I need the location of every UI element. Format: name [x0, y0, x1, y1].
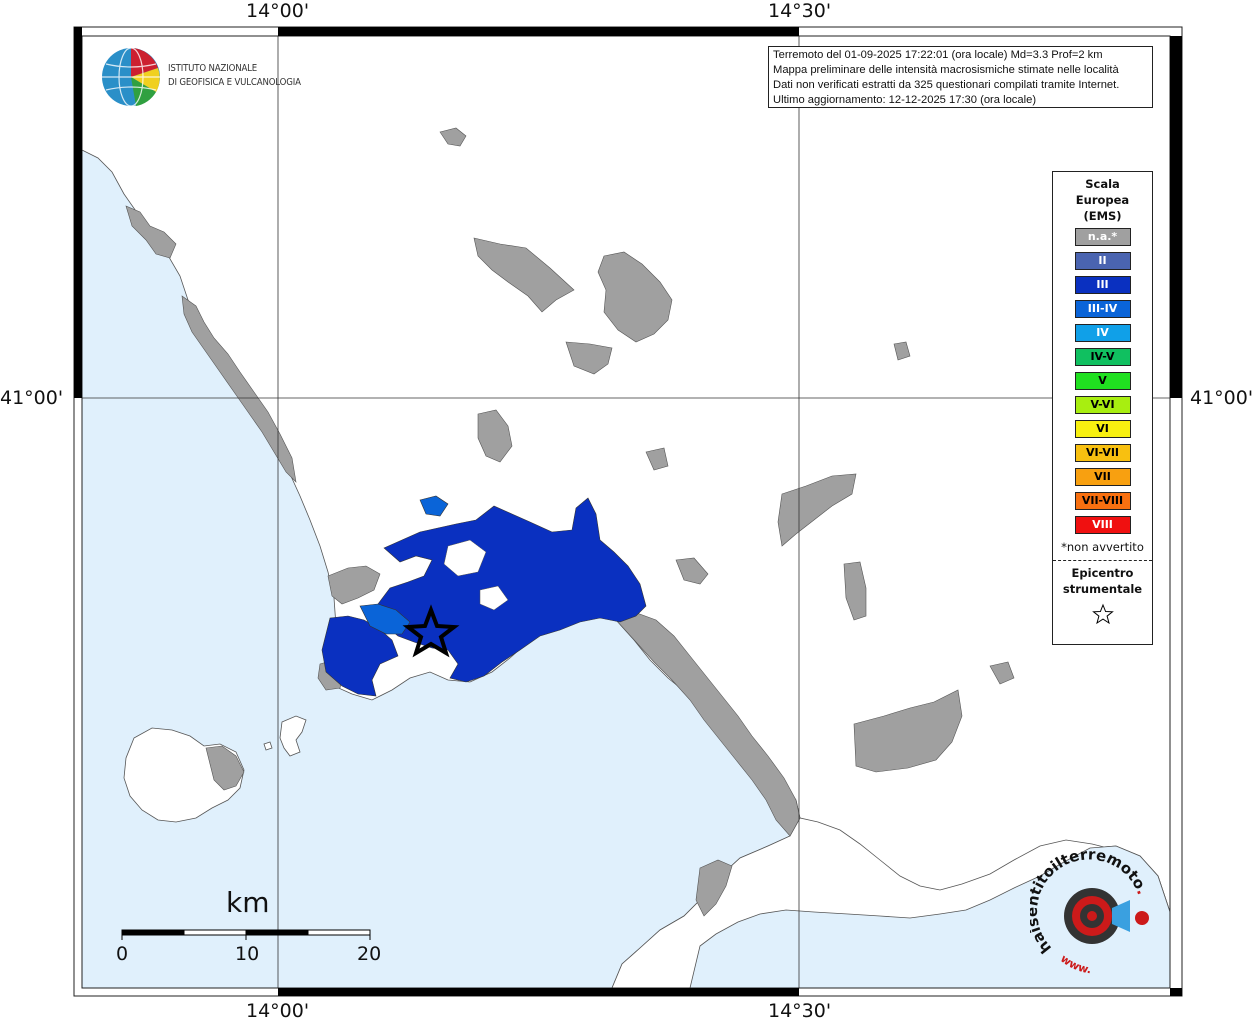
area-iii-iv-1 — [359, 603, 411, 635]
frame-bars — [74, 27, 1182, 996]
area-na-east-3 — [843, 561, 867, 621]
event-info-box: Terremoto del 01-09-2025 17:22:01 (ora l… — [768, 46, 1153, 108]
legend-swatch-10: VII — [1074, 468, 1131, 486]
brand-name-left: haisentito — [1030, 862, 1058, 957]
legend-swatch-12: VIII — [1074, 516, 1131, 534]
procida-island — [279, 715, 307, 757]
legend-swatch-9: VI-VII — [1074, 444, 1131, 462]
legend-divider — [1053, 560, 1152, 561]
legend-swatch-7: V-VI — [1074, 396, 1131, 414]
epicenter-star-marker — [402, 604, 460, 658]
ischia-grey — [205, 745, 245, 791]
legend-epicenter-line-1: Epicentro — [1071, 566, 1134, 580]
ingv-logo-text: ISTITUTO NAZIONALE DI GEOFISICA E VULCAN… — [168, 62, 301, 90]
area-na-coast-2 — [181, 295, 297, 483]
legend-title-line-3: (EMS) — [1083, 209, 1122, 223]
legend-swatch-11: VII-VIII — [1074, 492, 1131, 510]
area-na-east-1 — [777, 473, 857, 547]
lat-label-right: 41°00' — [1190, 387, 1254, 409]
scalebar-tick-20: 20 — [357, 943, 382, 965]
lon-label-bottom-right: 14°30' — [768, 1000, 832, 1022]
event-info-line-2: Mappa preliminare delle intensità macros… — [773, 64, 1119, 76]
legend-title: Scala Europea (EMS) — [1053, 176, 1152, 224]
scalebar-unit: km — [226, 886, 270, 919]
haisentito-logo: haisentitoilterremoto.it www. — [1030, 848, 1152, 976]
area-na-vesuvian — [615, 611, 801, 837]
area-unmapped-2 — [479, 585, 509, 611]
legend-swatch-3: III-IV — [1074, 300, 1131, 318]
area-na-north-2 — [473, 237, 575, 313]
sea-south — [689, 845, 1171, 989]
legend-star-icon — [1053, 603, 1152, 629]
scale-bar — [121, 929, 371, 940]
legend-swatch-4: IV — [1074, 324, 1131, 342]
area-na-coast-1 — [125, 205, 177, 259]
ingv-globe-logo — [102, 47, 160, 107]
area-na-flegrei — [327, 565, 381, 605]
svg-text:www.: www. — [1058, 952, 1092, 976]
event-info-line-1: Terremoto del 01-09-2025 17:22:01 (ora l… — [773, 49, 1103, 61]
ingv-logo-line2: DI GEOFISICA E VULCANOLOGIA — [168, 77, 301, 88]
legend-swatch-0: n.a.* — [1074, 228, 1131, 246]
graticule — [82, 36, 1170, 988]
area-na-east-4 — [853, 689, 963, 773]
area-na-north-4 — [565, 341, 613, 375]
legend-swatch-8: VI — [1074, 420, 1131, 438]
area-na-sorrento — [695, 859, 733, 917]
area-iii-west — [321, 615, 399, 697]
legend-title-line-1: Scala — [1085, 177, 1120, 191]
lon-label-top-right: 14°30' — [768, 0, 832, 22]
area-na-north-3 — [597, 251, 673, 343]
legend-title-line-2: Europea — [1075, 193, 1130, 207]
legend-swatch-5: IV-V — [1074, 348, 1131, 366]
lon-label-top-left: 14°00' — [246, 0, 310, 22]
area-iii-iv-2 — [419, 495, 449, 517]
scalebar-tick-10: 10 — [235, 943, 260, 965]
event-info-line-4: Ultimo aggiornamento: 12-12-2025 17:30 (… — [773, 94, 1037, 106]
area-unmapped-1 — [443, 539, 487, 577]
area-na-north-1 — [439, 127, 467, 147]
legend-epicenter-label: Epicentro strumentale — [1053, 565, 1152, 597]
legend-swatch-2: III — [1074, 276, 1131, 294]
ingv-logo-line1: ISTITUTO NAZIONALE — [168, 63, 258, 74]
brand-prefix: www. — [1058, 952, 1092, 976]
area-na-north-6 — [645, 447, 669, 471]
area-na-east-2 — [675, 557, 709, 585]
legend-note: *non avvertito — [1061, 540, 1144, 554]
area-na-north-7 — [893, 341, 911, 361]
small-island — [263, 741, 273, 751]
brand-name-mid: ilterremoto — [1047, 848, 1149, 892]
legend-swatch-1: II — [1074, 252, 1131, 270]
legend-swatches: n.a.* II III III-IV IV IV-V V V-VI VI VI-VII VII VI… — [1053, 228, 1152, 534]
area-na-north-5 — [477, 409, 513, 463]
ems-legend: Scala Europea (EMS) n.a.* II III III-IV IV IV… — [1052, 171, 1153, 645]
area-na-east-5 — [989, 661, 1015, 685]
scalebar-tick-0: 0 — [116, 943, 129, 965]
legend-epicenter-line-2: strumentale — [1062, 582, 1143, 596]
lon-label-bottom-left: 14°00' — [246, 1000, 310, 1022]
legend-swatch-6: V — [1074, 372, 1131, 390]
event-info-line-3: Dati non verificati estratti da 325 ques… — [773, 79, 1120, 91]
lat-label-left: 41°00' — [0, 387, 64, 409]
